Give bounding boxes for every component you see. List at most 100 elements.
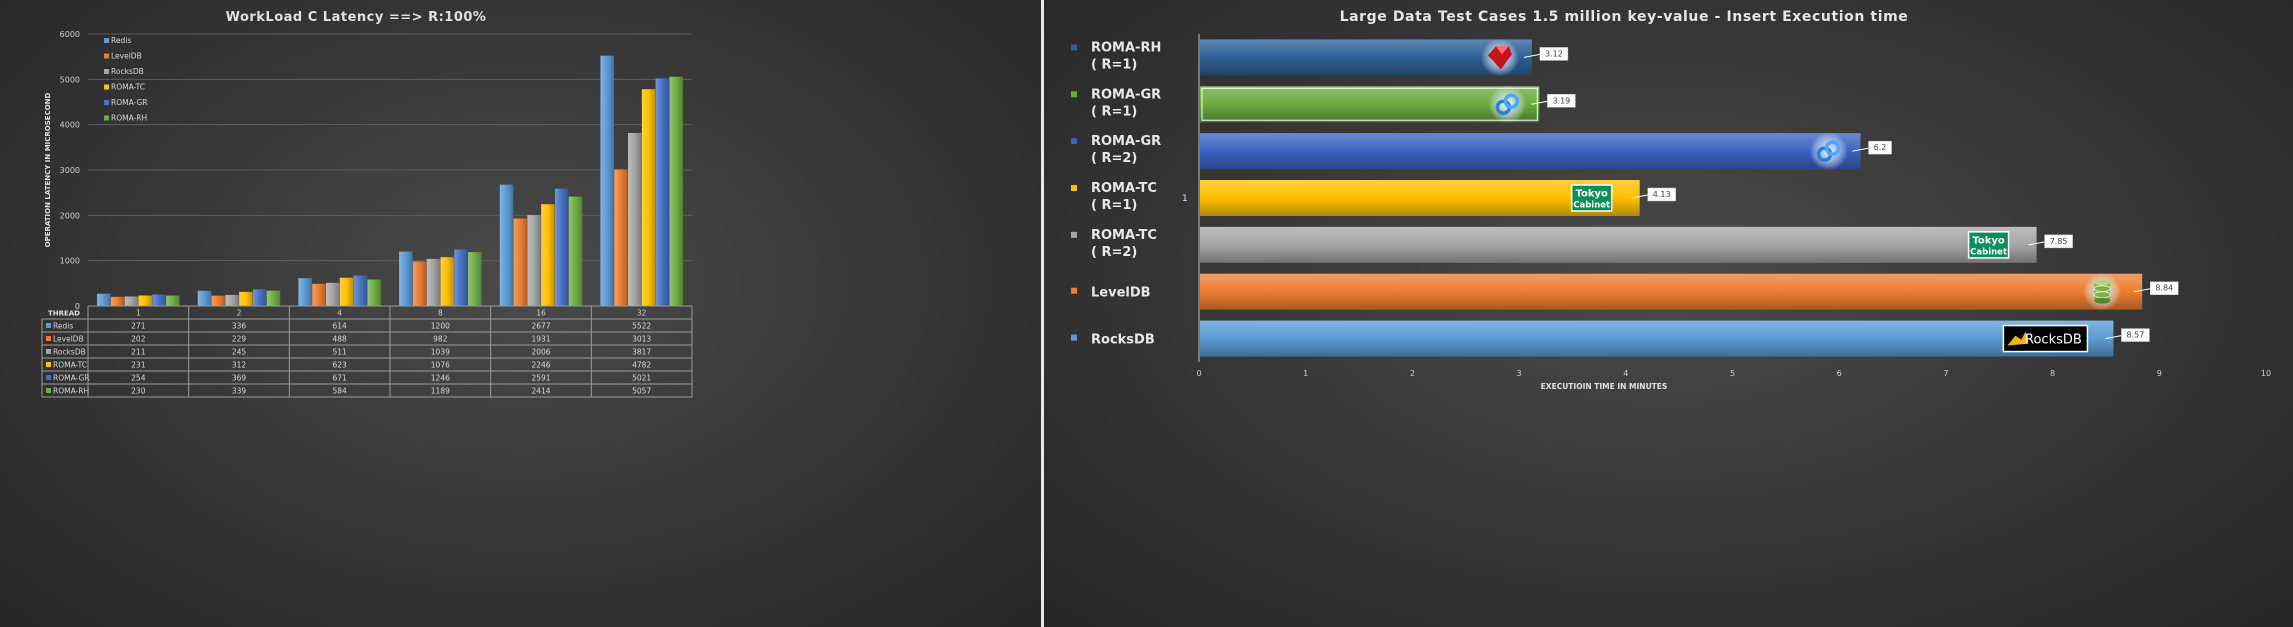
category-label-line1: RocksDB	[1091, 333, 1155, 348]
category-swatch	[1071, 185, 1077, 191]
table-cell-value: 231	[131, 361, 146, 370]
data-label-value: 4.13	[1653, 190, 1671, 199]
data-label-value: 8.57	[2127, 331, 2145, 340]
bar-rocksdb-thread-32	[628, 132, 642, 306]
execution-time-chart-panel: Large Data Test Cases 1.5 million key-va…	[1044, 0, 2293, 627]
table-cell-value: 312	[232, 361, 247, 370]
x-tick-label: 2	[237, 309, 242, 318]
table-cell-value: 1039	[431, 348, 450, 357]
bar-leveldb-thread-1	[110, 296, 125, 306]
bar-roma-tc-thread-8	[440, 257, 454, 306]
data-label-box	[2121, 328, 2150, 342]
table-cell-value: 1076	[431, 361, 450, 370]
table-cell-value: 245	[232, 348, 247, 357]
table-cell-value: 2414	[531, 387, 550, 396]
category-label-line2: ( R=1)	[1091, 104, 1137, 119]
category-label-line2: ( R=2)	[1091, 245, 1137, 260]
chart-title: WorkLoad C Latency ==> R:100%	[226, 10, 487, 25]
bar-roma-rh-thread-2	[266, 290, 281, 306]
bar-leveldb	[1200, 273, 2143, 310]
legend-label: LevelDB	[111, 52, 142, 61]
table-cell-value: 623	[333, 361, 348, 370]
table-cell-value: 511	[333, 348, 348, 357]
table-series-name: ROMA-RH	[53, 387, 89, 396]
bar-roma-gr-thread-1	[152, 294, 166, 306]
category-swatch	[1071, 44, 1077, 51]
bar-leveldb-thread-4	[312, 283, 326, 306]
x-tick-label: 0	[1196, 369, 1201, 378]
bar-highlight-outline	[1201, 87, 1538, 121]
category-label-line1: ROMA-GR	[1091, 87, 1161, 102]
table-series-name: RocksDB	[53, 348, 86, 357]
category-label-line1: ROMA-TC	[1091, 228, 1157, 243]
rocksdb-logo-text: RocksDB	[2025, 333, 2082, 348]
bar-rocksdb-thread-4	[326, 282, 340, 306]
data-label-value: 6.2	[1874, 143, 1887, 152]
category-swatch	[1071, 138, 1077, 145]
bar-leveldb-thread-16	[513, 218, 528, 306]
table-cell-value: 982	[433, 335, 448, 344]
x-tick-label: 4	[337, 309, 342, 318]
legend-label: Redis	[111, 36, 131, 45]
y-tick-label: 4000	[60, 121, 80, 130]
y-tick-label: 6000	[60, 30, 80, 39]
table-cell-value: 3013	[632, 335, 651, 344]
bar-redis-thread-32	[600, 55, 614, 306]
leveldb-cylinder-bottom	[2094, 297, 2111, 304]
legend-swatch	[104, 38, 109, 43]
table-cell-value: 614	[333, 322, 348, 331]
latency-chart: WorkLoad C Latency ==> R:100% 0 1000 2000 30…	[41, 10, 693, 398]
rocksdb-logo: RocksDB	[2002, 324, 2089, 353]
data-label-box	[2149, 281, 2179, 295]
y-tick-label: 1000	[60, 257, 80, 266]
table-series-name: Redis	[53, 322, 73, 331]
x-axis-label: EXECUTIOIN TIME IN MINUTES	[1541, 382, 1668, 391]
table-cell-value: 369	[232, 374, 247, 383]
gluster-icon	[1816, 140, 1841, 162]
x-tick-label: 4	[1623, 369, 1628, 378]
category-marker: 1	[1182, 194, 1188, 204]
bar-roma-rh-thread-8	[468, 252, 482, 306]
tokyo-logo-box	[1967, 231, 2010, 259]
bar-roma-gr-r-2	[1200, 133, 1861, 170]
data-label-box	[1647, 187, 1676, 202]
y-tick-label: 2000	[60, 211, 80, 220]
bar-leveldb-thread-32	[614, 169, 628, 306]
x-axis-label: THREAD	[48, 310, 80, 318]
x-tick-label: 3	[1517, 369, 1522, 378]
bar-roma-gr-thread-2	[252, 289, 267, 306]
y-tick-label: 3000	[60, 166, 80, 175]
ruby-gem-facet	[1495, 46, 1509, 55]
bar-roma-gr-thread-16	[554, 188, 569, 306]
bar-roma-tc-thread-4	[339, 277, 354, 306]
table-cell-value: 2677	[531, 322, 550, 331]
ruby-gem-shape	[1487, 46, 1512, 70]
x-tick-label: 8	[2050, 369, 2055, 378]
data-label-value: 7.85	[2050, 237, 2068, 246]
data-label-value: 8.84	[2155, 284, 2173, 293]
rocksdb-mascot	[2007, 331, 2029, 346]
table-series-swatch	[46, 349, 51, 354]
bar-roma-tc-r-2	[1200, 226, 2037, 263]
tokyo-logo-box	[1570, 184, 1613, 212]
tokyo-logo-line2: Cabinet	[1970, 247, 2007, 257]
tokyo-logo-line1: Tokyo	[1575, 189, 1608, 200]
panel-divider	[1041, 0, 1044, 627]
x-tick-label: 5	[1730, 369, 1735, 378]
bar-redis-thread-1	[97, 293, 111, 306]
table-cell-value: 1931	[531, 335, 550, 344]
bar-roma-tc-thread-32	[641, 89, 656, 306]
bar-roma-rh-r-1	[1200, 39, 1532, 76]
category-swatch	[1071, 231, 1077, 238]
table-cell-value: 2591	[531, 374, 550, 383]
bar-roma-rh-thread-32	[669, 76, 683, 307]
bar-redis-thread-4	[298, 278, 312, 306]
x-tick-label: 2	[1410, 369, 1415, 378]
table-cell-value: 339	[232, 387, 247, 396]
category-label-line2: ( R=2)	[1091, 151, 1137, 166]
category-swatch	[1071, 91, 1077, 98]
category-label-line1: ROMA-GR	[1091, 134, 1161, 149]
leveldb-icon	[2093, 279, 2111, 304]
